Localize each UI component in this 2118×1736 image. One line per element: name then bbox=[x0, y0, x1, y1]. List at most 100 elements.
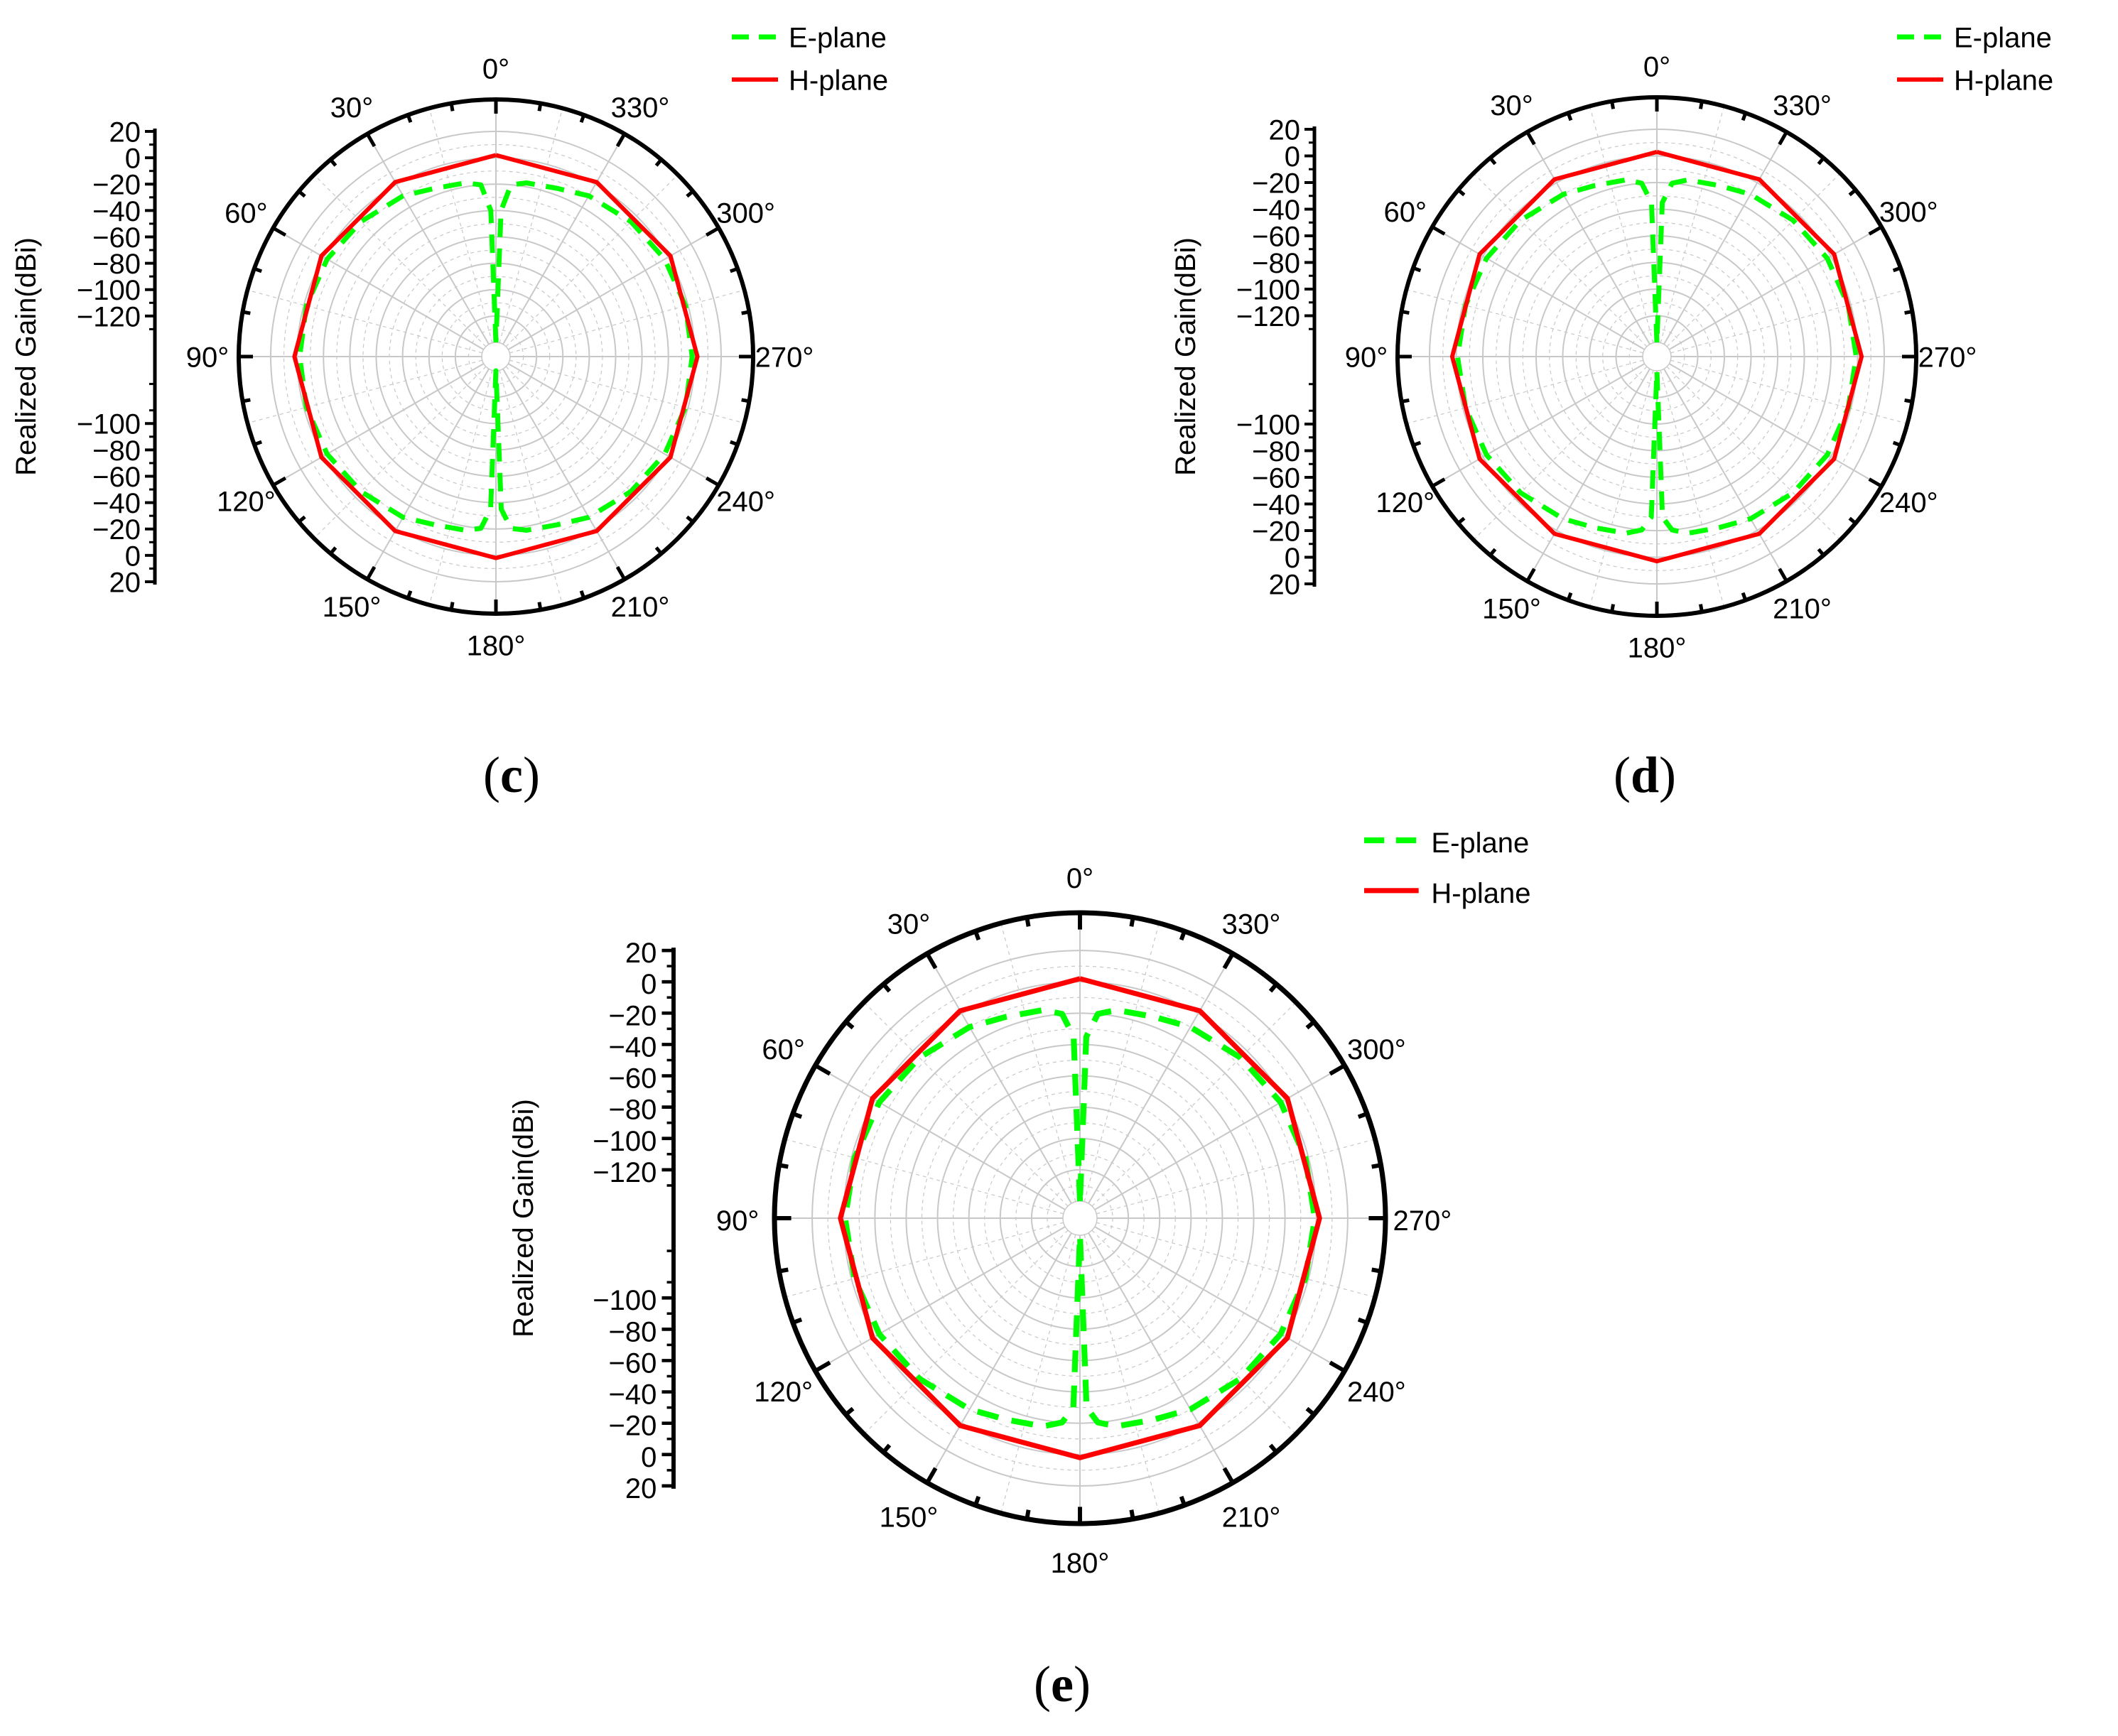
grid-spoke bbox=[784, 1139, 1064, 1215]
angle-tick bbox=[705, 476, 720, 487]
angle-tick bbox=[1488, 156, 1497, 166]
angle-tick bbox=[1179, 1495, 1187, 1507]
radial-tick-label: −20 bbox=[609, 1411, 657, 1442]
grid-spoke bbox=[1668, 363, 1882, 487]
angle-label: 120° bbox=[217, 486, 276, 517]
angle-tick bbox=[1025, 1509, 1031, 1519]
angle-tick bbox=[654, 546, 663, 555]
angle-label: 150° bbox=[323, 592, 382, 623]
radial-tick-label: −60 bbox=[92, 222, 141, 254]
grid-spoke bbox=[502, 368, 625, 580]
radial-tick-label: −60 bbox=[609, 1063, 657, 1095]
radial-tick-label: 0 bbox=[125, 143, 141, 175]
panel-label: (d) bbox=[1614, 747, 1676, 803]
radial-tick-label: −80 bbox=[92, 435, 141, 467]
radial-tick-label: −80 bbox=[609, 1095, 657, 1126]
radial-tick-label: −40 bbox=[609, 1031, 657, 1063]
radial-tick-label: 20 bbox=[1269, 569, 1301, 600]
radial-tick-label: 0 bbox=[125, 541, 141, 572]
legend-label: H-plane bbox=[1954, 65, 2053, 96]
grid-spoke bbox=[1088, 1232, 1233, 1483]
angle-tick bbox=[1848, 516, 1857, 525]
angle-tick bbox=[1357, 1317, 1368, 1325]
angle-label: 270° bbox=[1393, 1205, 1452, 1237]
radial-tick-label: 20 bbox=[109, 567, 141, 598]
angle-tick bbox=[329, 546, 337, 555]
angle-label: 270° bbox=[1918, 342, 1977, 373]
radial-tick-label: −60 bbox=[92, 462, 141, 493]
series-line-h-plane bbox=[838, 976, 1322, 1460]
grid-spoke bbox=[1406, 359, 1643, 425]
grid-spoke bbox=[1670, 359, 1908, 425]
angle-label: 330° bbox=[611, 92, 670, 124]
angle-tick bbox=[406, 114, 413, 124]
angle-label: 180° bbox=[467, 630, 526, 661]
grid-spoke bbox=[272, 227, 485, 350]
angle-tick bbox=[741, 310, 750, 315]
radial-tick-label: −80 bbox=[92, 249, 141, 280]
radial-tick-label: −20 bbox=[1252, 516, 1300, 547]
grid-spoke bbox=[1432, 363, 1646, 487]
angle-label: 300° bbox=[716, 197, 775, 229]
radial-tick-label: −100 bbox=[1236, 274, 1300, 305]
angle-tick bbox=[1305, 1020, 1316, 1030]
angle-tick bbox=[1129, 1509, 1135, 1519]
angle-tick bbox=[365, 565, 377, 580]
grid-spoke bbox=[1660, 370, 1725, 607]
angle-tick bbox=[449, 103, 455, 112]
angle-label: 120° bbox=[1376, 487, 1434, 519]
polar-chart-d: 0° 30° 60° 90° 120° 150° 180° 210° 240° 270° 300° 3… bbox=[1170, 22, 2053, 803]
angle-tick bbox=[1892, 266, 1901, 273]
grid-spoke bbox=[247, 289, 482, 354]
radial-tick-label: −40 bbox=[1252, 489, 1300, 521]
radial-tick-label: −120 bbox=[1236, 301, 1300, 332]
grid-spoke bbox=[1084, 1235, 1160, 1514]
angle-label: 120° bbox=[754, 1377, 813, 1408]
radial-tick-label: −80 bbox=[609, 1316, 657, 1347]
angle-tick bbox=[925, 953, 938, 970]
grid-spoke bbox=[428, 108, 493, 343]
angle-tick bbox=[741, 398, 750, 403]
polar-grid bbox=[774, 913, 1385, 1524]
angle-tick bbox=[1222, 953, 1235, 970]
angle-tick bbox=[729, 266, 739, 273]
panel-label: (c) bbox=[483, 747, 540, 803]
radial-tick-label: −40 bbox=[92, 488, 141, 519]
angle-tick bbox=[1741, 592, 1748, 601]
angle-tick bbox=[406, 590, 413, 600]
grid-spoke bbox=[507, 227, 720, 350]
radial-tick-label: −80 bbox=[1252, 436, 1300, 467]
angle-label: 30° bbox=[887, 909, 931, 940]
angle-tick bbox=[1329, 1063, 1346, 1076]
angle-label: 210° bbox=[1222, 1502, 1281, 1533]
grid-spoke bbox=[1589, 370, 1654, 607]
grid-spoke bbox=[815, 1065, 1066, 1210]
angle-tick bbox=[1179, 930, 1187, 941]
angle-tick bbox=[242, 398, 251, 403]
angle-tick bbox=[272, 226, 287, 237]
angle-label: 90° bbox=[1345, 342, 1388, 373]
radial-tick-label: −80 bbox=[1252, 248, 1300, 279]
angle-tick bbox=[844, 1406, 855, 1416]
grid-spoke bbox=[1526, 368, 1650, 582]
angle-label: 60° bbox=[225, 197, 268, 229]
angle-label: 300° bbox=[1879, 197, 1938, 228]
grid-spoke bbox=[1096, 1139, 1376, 1215]
grid-spoke bbox=[1666, 366, 1841, 541]
angle-tick bbox=[1431, 477, 1446, 488]
grid-spoke bbox=[1432, 226, 1646, 350]
angle-label: 60° bbox=[1384, 197, 1427, 228]
grid-spoke bbox=[499, 108, 563, 343]
grid-spoke bbox=[505, 174, 679, 347]
angle-label: 240° bbox=[1879, 487, 1938, 519]
angle-label: 270° bbox=[755, 342, 814, 373]
angle-tick bbox=[686, 190, 694, 198]
angle-tick bbox=[298, 515, 306, 523]
polar-chart-e: 0° 30° 60° 90° 120° 150° 180° 210° 240° 270° 300° 3… bbox=[508, 828, 1531, 1713]
grid-spoke bbox=[1666, 173, 1841, 347]
polar-grid bbox=[1398, 97, 1916, 616]
panel-label: (e) bbox=[1034, 1656, 1091, 1713]
angle-label: 330° bbox=[1773, 90, 1832, 121]
angle-tick bbox=[1848, 188, 1857, 197]
legend-label: H-plane bbox=[1431, 878, 1530, 909]
